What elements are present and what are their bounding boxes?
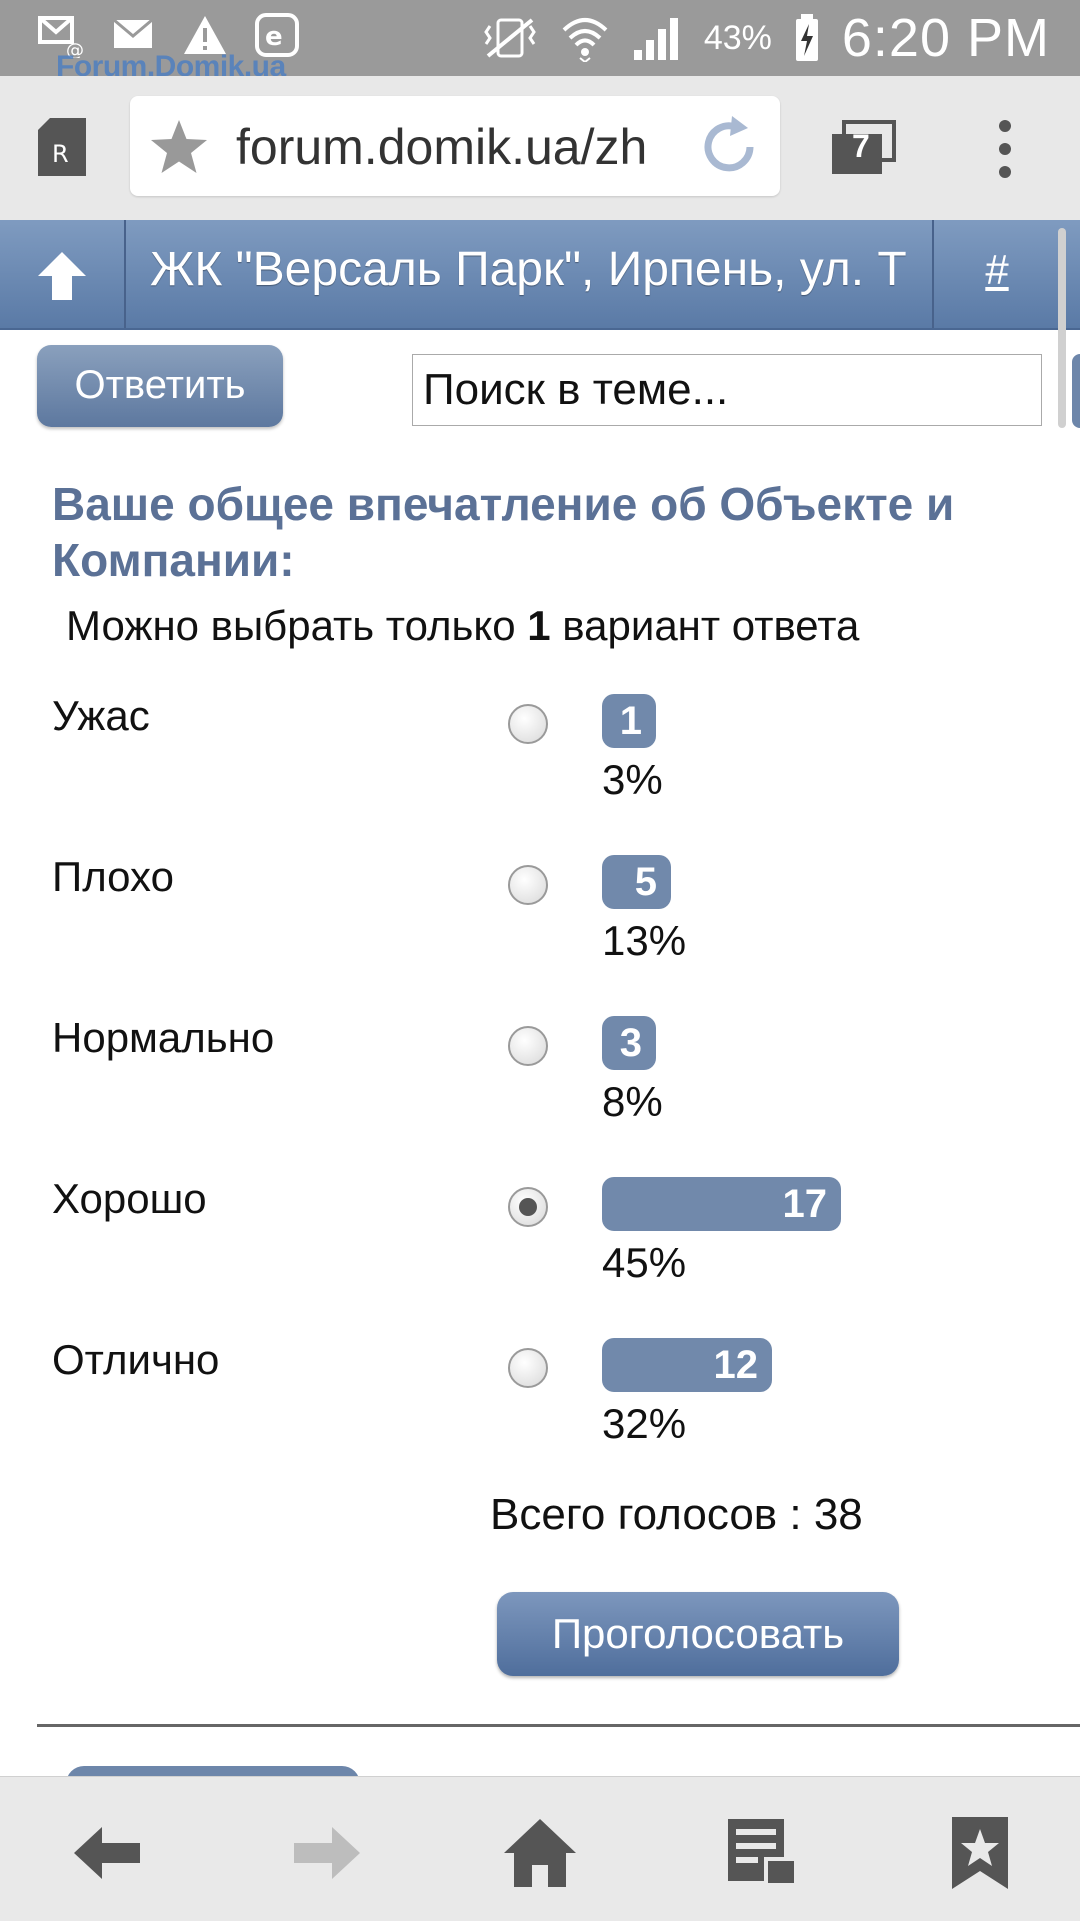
svg-text:@: @ [66,40,84,58]
reader-mode-icon[interactable]: R [36,116,88,178]
poll-option: Хорошо 17 45% [0,1175,1080,1315]
wifi-icon [562,18,608,62]
poll-result-percent: 8% [602,1078,663,1125]
mail-icon [113,18,153,48]
poll-option-label: Ужас [52,692,150,739]
forum-thread-header: ЖК "Версаль Парк", Ирпень, ул. Т # [0,220,1080,330]
tabs-icon[interactable] [830,120,896,176]
reload-icon[interactable] [696,114,762,180]
vibrate-icon [484,18,536,58]
app-e-icon: e [255,13,299,57]
poll-question: Ваше общее впечатление об Объекте и Комп… [52,478,955,586]
vote-button[interactable]: Проголосовать [497,1592,899,1676]
poll-hint: Можно выбрать только 1 вариант ответа [66,602,859,650]
saved-pages-icon[interactable] [722,1813,802,1893]
poll-result-bar: 5 [602,855,671,909]
post-divider [37,1724,1080,1727]
scrollbar[interactable] [1058,228,1066,428]
poll-option-radio[interactable] [508,865,548,905]
thread-search-input[interactable] [412,354,1042,426]
browser-bottom-nav [0,1776,1080,1921]
battery-percent: 43% [703,18,772,57]
svg-text:e: e [265,22,283,52]
poll-result-percent: 3% [602,756,663,803]
url-text[interactable]: forum.domik.ua/zh [236,119,648,175]
bookmark-star-icon[interactable] [148,116,210,178]
poll-option-label: Хорошо [52,1175,207,1222]
thread-title[interactable]: ЖК "Версаль Парк", Ирпень, ул. Т [150,243,907,296]
poll-total-votes: Всего голосов : 38 [490,1490,863,1539]
poll-hint-suffix: вариант ответа [550,602,860,649]
poll-option-radio[interactable] [508,1348,548,1388]
home-icon[interactable] [500,1813,580,1893]
bookmarks-icon[interactable] [940,1813,1020,1893]
status-bar: @ e [0,0,1080,76]
poll-result-percent: 45% [602,1239,687,1286]
warning-icon [184,16,226,54]
overflow-menu-icon[interactable] [992,116,1018,182]
email-at-icon: @ [38,16,84,58]
svg-text:R: R [52,140,69,168]
poll-result-percent: 32% [602,1400,687,1447]
browser-toolbar: R forum.domik.ua/zh 7 [0,76,1080,220]
poll-hint-count: 1 [527,602,551,649]
poll-option: Нормально 3 8% [0,1014,1080,1154]
up-arrow-icon [38,252,86,300]
forward-arrow-icon[interactable] [286,1813,366,1893]
poll-result-bar: 1 [602,694,656,748]
poll-option-radio[interactable] [508,1026,548,1066]
poll-option-radio[interactable] [508,1187,548,1227]
search-submit-button[interactable] [1072,354,1080,428]
reply-button[interactable]: Ответить [37,345,283,427]
tab-count[interactable]: 7 [852,128,870,164]
poll-result-bar: 12 [602,1338,772,1392]
poll-option-label: Плохо [52,853,174,900]
battery-charging-icon [795,14,818,61]
status-clock: 6:20 PM [841,8,1050,68]
poll-result-percent: 13% [602,917,687,964]
poll-hint-prefix: Можно выбрать только [66,602,528,649]
poll-option: Отлично 12 32% [0,1336,1080,1476]
poll-option-radio[interactable] [508,704,548,744]
scroll-up-button[interactable] [0,220,126,328]
poll-option: Ужас 1 3% [0,692,1080,832]
address-bar[interactable]: forum.domik.ua/zh [130,96,780,196]
signal-icon [633,18,678,60]
poll-option-label: Отлично [52,1336,220,1383]
poll-option: Плохо 5 13% [0,853,1080,993]
poll-result-bar: 17 [602,1177,841,1231]
post-anchor-link[interactable]: # [932,220,1060,328]
poll-option-label: Нормально [52,1014,275,1061]
poll-result-bar: 3 [602,1016,656,1070]
back-arrow-icon[interactable] [68,1813,148,1893]
